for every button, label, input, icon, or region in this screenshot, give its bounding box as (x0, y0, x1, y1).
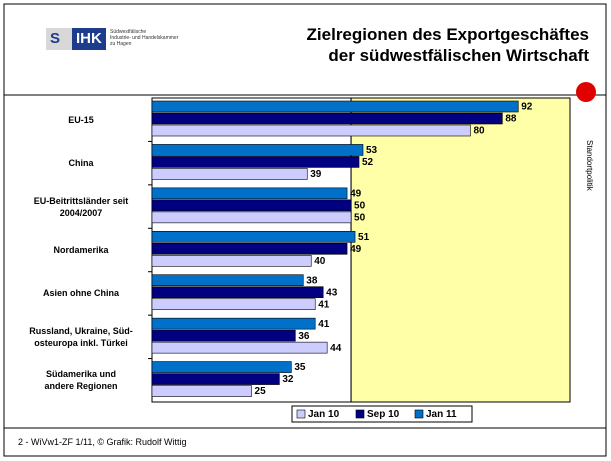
data-label: 50 (354, 200, 366, 211)
legend-swatch (414, 409, 424, 419)
bar (151, 361, 292, 373)
category-label: EU-15 (68, 114, 94, 125)
logo-blue (72, 28, 106, 50)
legend-label: Jan 11 (426, 409, 457, 420)
footer: 2 - WiVw1-ZF 1/11, © Grafik: Rudolf Witt… (18, 437, 187, 447)
bar (151, 168, 308, 180)
category-label: Asien ohne China (42, 288, 119, 299)
chart-title: Zielregionen des Exportgeschäftes der sü… (306, 25, 589, 65)
data-label: 43 (326, 287, 338, 298)
data-label: 92 (521, 102, 533, 113)
bar (151, 317, 316, 330)
data-label: 53 (366, 145, 378, 156)
data-label: 40 (314, 256, 326, 267)
data-label: 80 (473, 126, 485, 137)
data-label: 32 (282, 374, 294, 385)
bar (151, 254, 312, 267)
bar (151, 187, 348, 200)
data-label: 49 (350, 244, 362, 255)
data-label: 35 (294, 362, 306, 373)
legend-swatch (296, 409, 306, 419)
data-label: 50 (354, 212, 366, 223)
legend-box (291, 405, 473, 423)
legend-label: Sep 10 (367, 409, 400, 420)
bar (151, 100, 519, 113)
logo-text: Südwestfälische Industrie- und Handelska… (110, 29, 179, 47)
bar (151, 124, 471, 137)
bar (151, 341, 328, 354)
data-label: 38 (306, 275, 318, 286)
bar (151, 274, 304, 287)
data-label: 52 (362, 157, 374, 168)
category-label: China (68, 158, 94, 169)
side-label: Standortpolitik (585, 140, 594, 191)
data-label: 36 (298, 331, 310, 342)
bar (151, 112, 503, 125)
category-label: Russland, Ukraine, Süd- osteuropa inkl. … (29, 325, 133, 348)
data-label: 39 (310, 169, 322, 180)
bar (151, 286, 324, 299)
data-label: 25 (255, 386, 267, 397)
slide-frame (3, 3, 607, 457)
red-dot (576, 82, 596, 102)
data-label: 41 (318, 299, 330, 310)
data-label: 44 (330, 343, 342, 354)
data-label: 51 (358, 232, 370, 243)
legend-label: Jan 10 (308, 409, 340, 420)
data-label: 49 (350, 188, 362, 199)
data-label: 41 (318, 319, 330, 330)
logo-name: IHK (76, 30, 102, 47)
bar (151, 373, 280, 385)
bar (151, 211, 352, 224)
highlight-area (350, 97, 571, 403)
bar (151, 385, 252, 397)
bar (151, 329, 296, 342)
bar (151, 298, 316, 311)
category-label: Südamerika und andere Regionen (44, 369, 118, 392)
bar (151, 144, 364, 156)
data-label: 88 (505, 114, 517, 125)
logo-mark: S (50, 30, 61, 47)
category-label: Nordamerika (53, 245, 109, 255)
legend-swatch (355, 409, 365, 419)
bar (151, 199, 352, 212)
bar (151, 230, 356, 243)
category-label: EU-Beitrittsländer seit 2004/2007 (33, 195, 129, 218)
bar (151, 242, 348, 255)
bar (151, 156, 360, 168)
